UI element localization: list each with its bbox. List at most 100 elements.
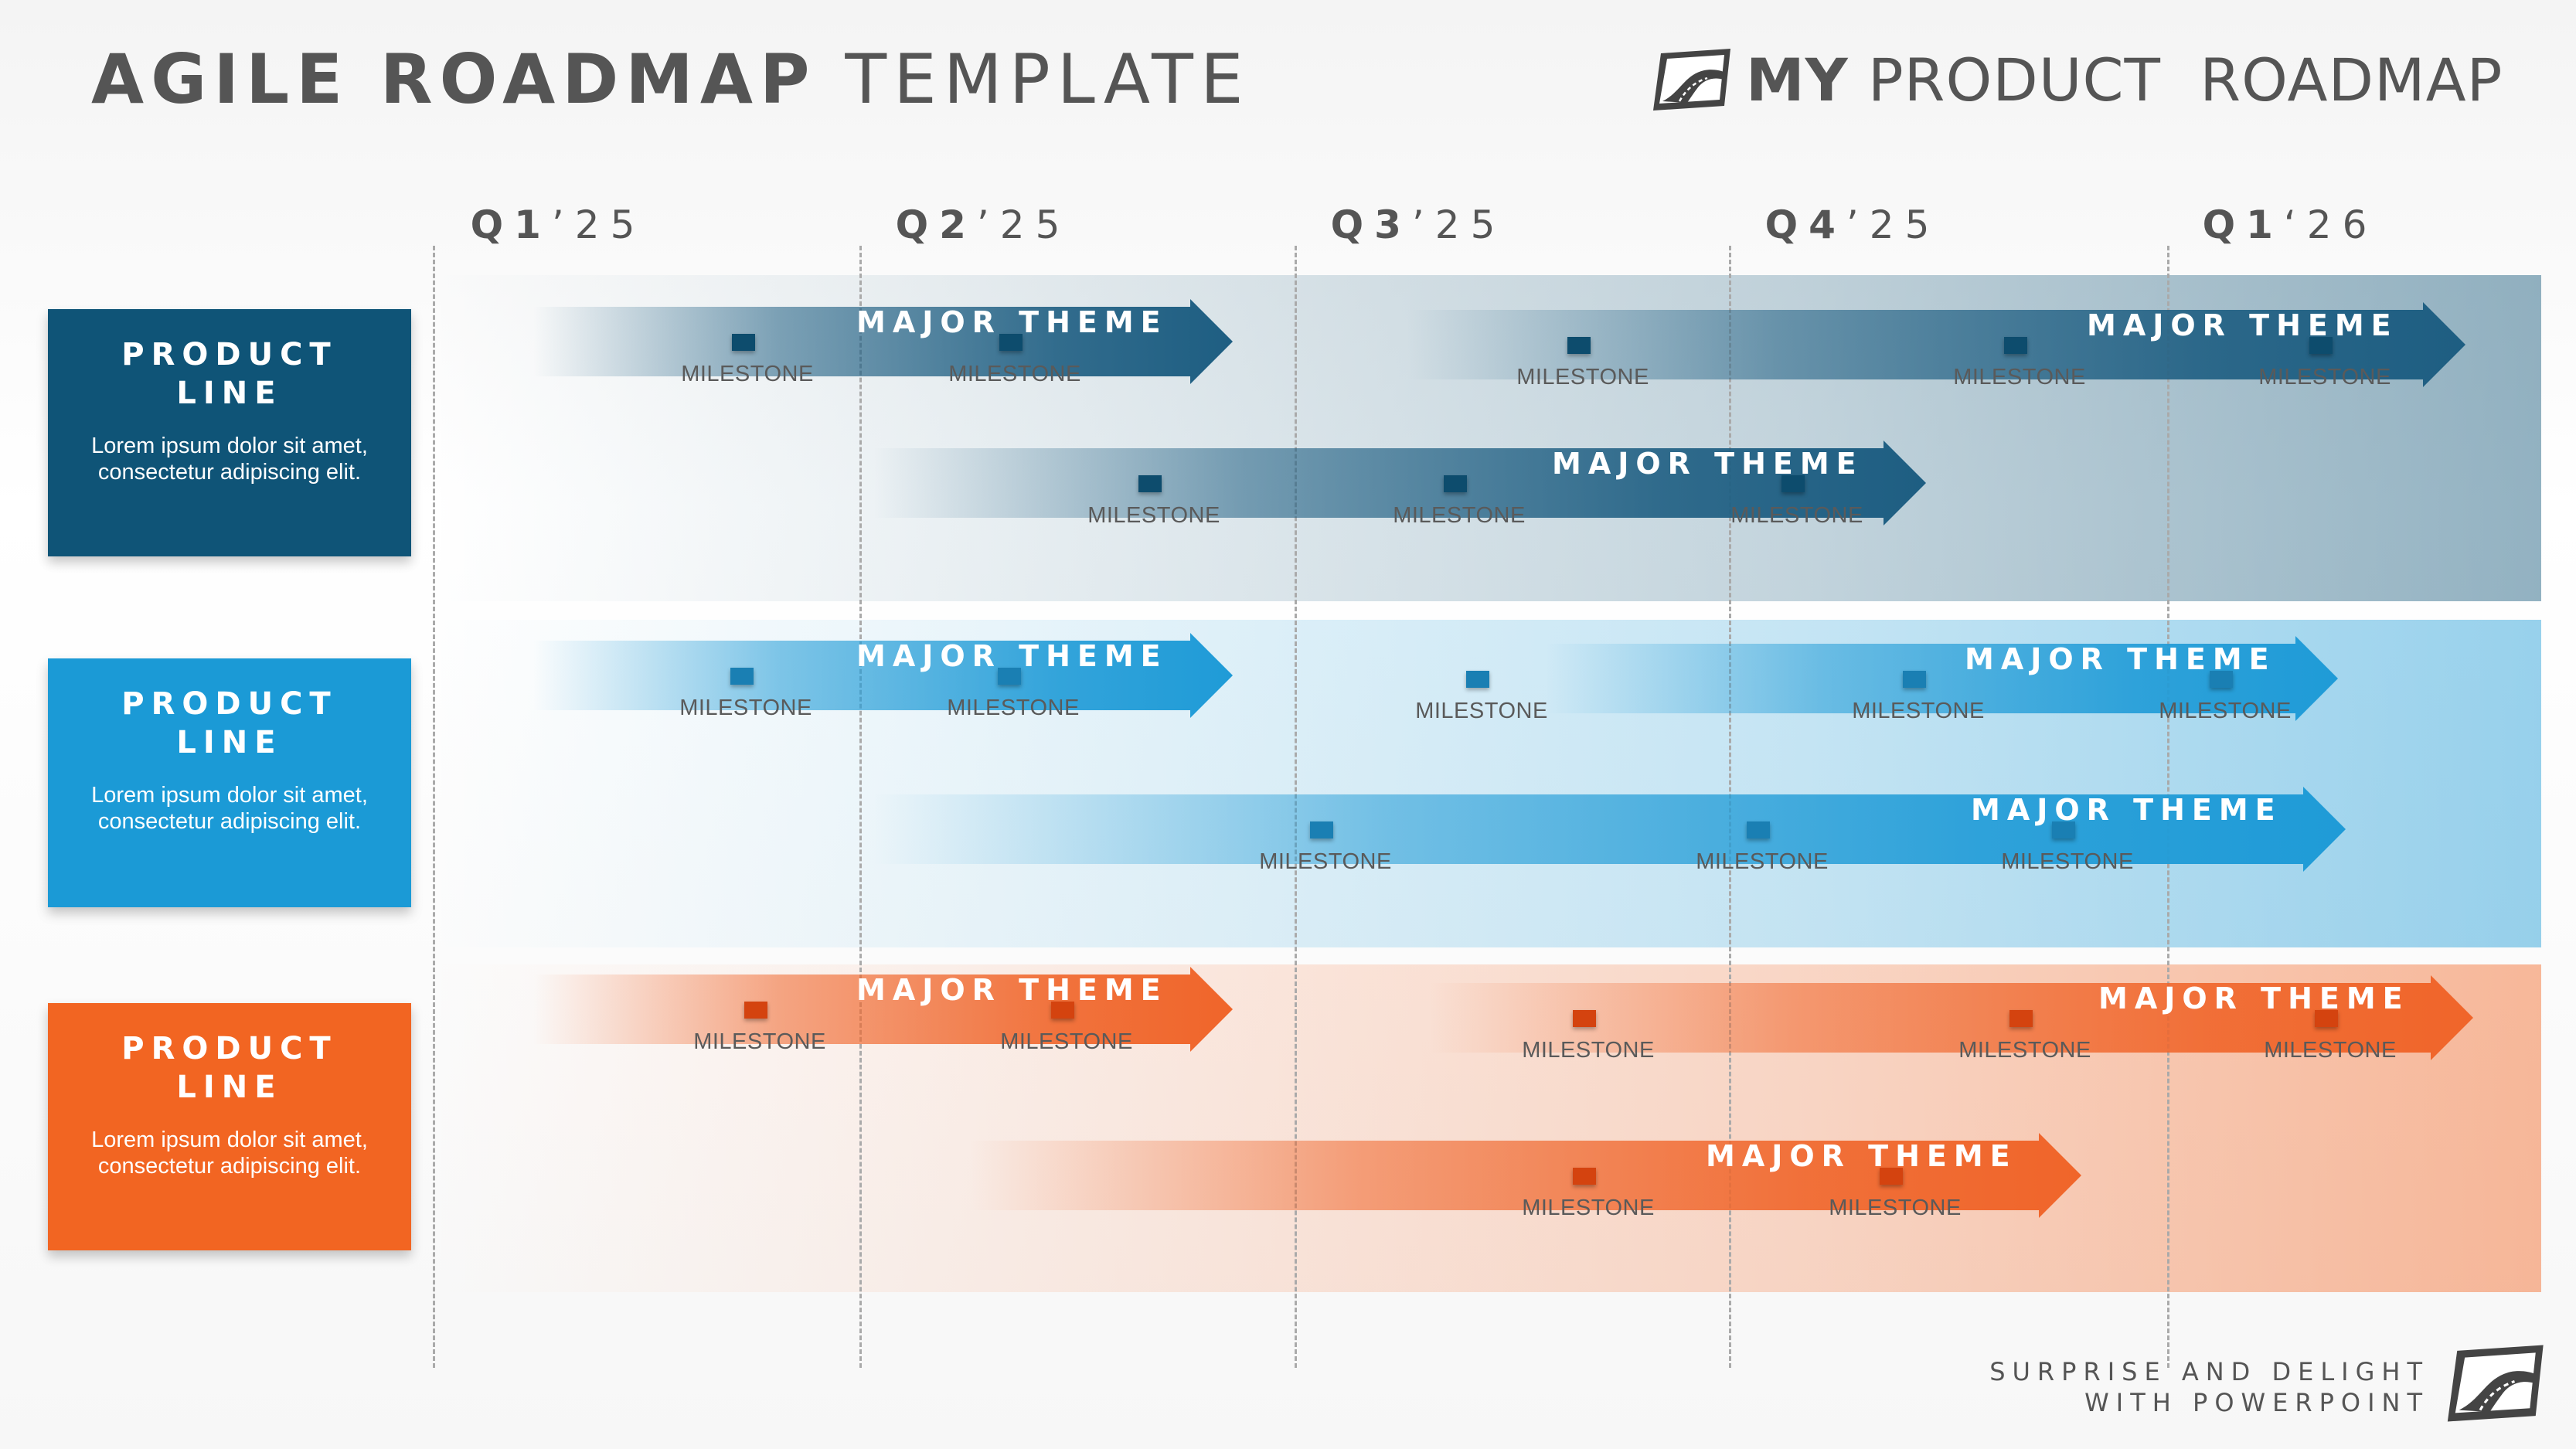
- theme-arrow: [1546, 636, 2338, 721]
- milestone-label: MILESTONE: [1696, 849, 1829, 874]
- milestone-marker: [999, 334, 1023, 351]
- theme-arrow: [873, 787, 2346, 872]
- quarter-label: Q3’25: [1331, 202, 1506, 247]
- milestone-marker: [2009, 1010, 2033, 1027]
- milestone-marker: [730, 668, 754, 685]
- theme-label: MAJOR THEME: [1971, 793, 2282, 827]
- quarter-label-bold: Q3: [1330, 202, 1412, 247]
- theme-arrow-shape: [970, 1133, 2081, 1218]
- brand-name: MY PRODUCT ROADMAP: [1746, 46, 2503, 114]
- milestone-label: MILESTONE: [693, 1029, 826, 1054]
- milestone-label: MILESTONE: [1522, 1196, 1655, 1220]
- milestone-label: MILESTONE: [2001, 849, 2134, 874]
- theme-arrow: [533, 633, 1233, 718]
- tagline-line1: SURPRISE AND DELIGHT: [1989, 1357, 2429, 1386]
- quarter-label-bold: Q1: [2202, 202, 2284, 247]
- milestone-marker: [2052, 821, 2075, 838]
- milestone-marker: [998, 668, 1021, 685]
- product-line-description: Lorem ipsum dolor sit amet, consectetur …: [91, 783, 368, 834]
- milestone-marker: [1747, 821, 1770, 838]
- milestone-label: MILESTONE: [1522, 1038, 1655, 1063]
- milestone-label: MILESTONE: [1829, 1196, 1962, 1220]
- page-title-light: TEMPLATE: [845, 39, 1251, 119]
- quarter-label-year: ’25: [1846, 202, 1941, 247]
- product-line-description: Lorem ipsum dolor sit amet, consectetur …: [91, 1128, 368, 1179]
- milestone-marker: [732, 334, 755, 351]
- product-line-title-line2: LINE: [176, 1070, 283, 1105]
- milestone-label: MILESTONE: [679, 696, 812, 720]
- product-line-box: PRODUCT LINE Lorem ipsum dolor sit amet, c…: [48, 658, 411, 907]
- milestone-marker: [1444, 475, 1467, 492]
- theme-label: MAJOR THEME: [856, 305, 1168, 339]
- milestone-marker: [1573, 1168, 1596, 1185]
- product-line-title-line1: PRODUCT: [121, 1031, 338, 1066]
- milestone-marker: [1573, 1010, 1596, 1027]
- theme-arrow-body: [533, 633, 1233, 718]
- quarter-label-bold: Q1: [470, 202, 552, 247]
- theme-label: MAJOR THEME: [856, 639, 1168, 673]
- quarter-label-year: ’25: [1411, 202, 1506, 247]
- product-line-title-line1: PRODUCT: [121, 337, 338, 372]
- milestone-label: MILESTONE: [1730, 503, 1863, 528]
- milestone-label: MILESTONE: [1259, 849, 1392, 874]
- milestone-label: MILESTONE: [1852, 699, 1985, 723]
- roadmap-road-logo-icon: [1650, 47, 1735, 112]
- theme-label: MAJOR THEME: [2087, 308, 2398, 342]
- quarter-label-bold: Q4: [1764, 202, 1846, 247]
- theme-arrow-shape: [873, 440, 1926, 526]
- product-line-title: PRODUCT LINE: [48, 1029, 411, 1107]
- milestone-label: MILESTONE: [2258, 365, 2391, 389]
- milestone-label: MILESTONE: [947, 696, 1080, 720]
- theme-arrow-shape: [1407, 302, 2465, 387]
- theme-arrow-body: [1430, 975, 2473, 1060]
- theme-arrow: [533, 967, 1233, 1052]
- theme-arrow-shape: [1546, 636, 2338, 721]
- quarter-label: Q2’25: [896, 202, 1071, 247]
- theme-label: MAJOR THEME: [1706, 1139, 2017, 1173]
- milestone-label: MILESTONE: [1516, 365, 1649, 389]
- milestone-marker: [2210, 671, 2233, 688]
- milestone-label: MILESTONE: [1415, 699, 1548, 723]
- theme-arrow-shape: [873, 787, 2346, 872]
- theme-arrow-body: [1546, 636, 2338, 721]
- milestone-label: MILESTONE: [1087, 503, 1220, 528]
- theme-arrow: [873, 440, 1926, 526]
- milestone-marker: [1310, 821, 1333, 838]
- brand-name-light: PRODUCT ROADMAP: [1867, 45, 2503, 114]
- theme-arrow-body: [873, 787, 2346, 872]
- theme-arrow-shape: [533, 633, 1233, 718]
- quarter-gridline: [433, 246, 435, 1368]
- theme-arrow-body: [873, 440, 1926, 526]
- milestone-marker: [2004, 337, 2027, 354]
- milestone-marker: [1466, 671, 1489, 688]
- theme-label: MAJOR THEME: [1965, 642, 2276, 676]
- product-line-box: PRODUCT LINE Lorem ipsum dolor sit amet, c…: [48, 1003, 411, 1250]
- milestone-label: MILESTONE: [948, 362, 1081, 386]
- product-line-title: PRODUCT LINE: [48, 335, 411, 413]
- milestone-label: MILESTONE: [1958, 1038, 2091, 1063]
- milestone-marker: [1880, 1168, 1903, 1185]
- milestone-label: MILESTONE: [1953, 365, 2086, 389]
- milestone-marker: [1138, 475, 1162, 492]
- theme-arrow: [1430, 975, 2473, 1060]
- theme-arrow-shape: [533, 299, 1233, 384]
- theme-arrow-body: [533, 967, 1233, 1052]
- milestone-marker: [2315, 1010, 2338, 1027]
- product-line-title-line2: LINE: [176, 725, 283, 760]
- theme-label: MAJOR THEME: [856, 973, 1168, 1007]
- milestone-label: MILESTONE: [2264, 1038, 2397, 1063]
- milestone-marker: [1781, 475, 1805, 492]
- theme-arrow: [970, 1133, 2081, 1218]
- milestone-marker: [1567, 337, 1591, 354]
- page-title-bold: AGILE ROADMAP: [91, 39, 817, 119]
- theme-arrow-shape: [1430, 975, 2473, 1060]
- quarter-gridline: [859, 246, 862, 1368]
- product-line-box: PRODUCT LINE Lorem ipsum dolor sit amet, c…: [48, 309, 411, 556]
- theme-label: MAJOR THEME: [2098, 981, 2410, 1015]
- theme-arrow: [533, 299, 1233, 384]
- theme-arrow-body: [1407, 302, 2465, 387]
- theme-arrow-body: [970, 1133, 2081, 1218]
- theme-arrow-body: [533, 299, 1233, 384]
- tagline-logo-icon: [2442, 1343, 2550, 1423]
